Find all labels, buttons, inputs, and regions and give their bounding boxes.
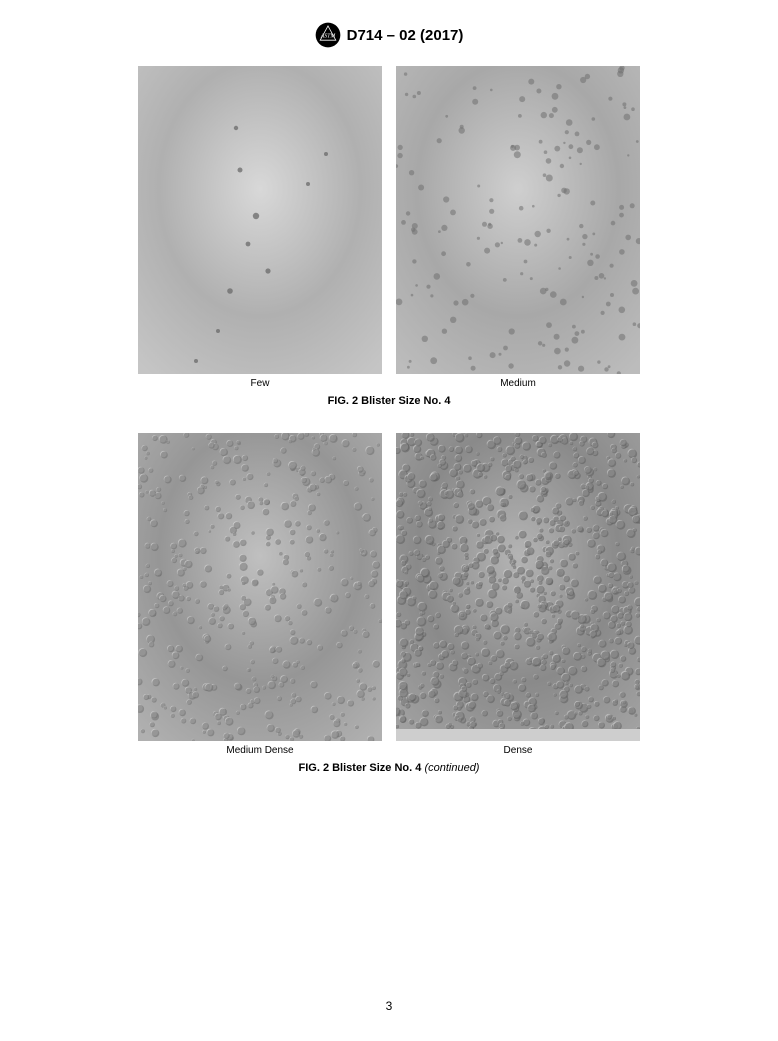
figure-group-1: Few Medium FIG. 2 Blister Size No. 4 — [0, 66, 778, 407]
panel-label: Medium Dense — [226, 745, 293, 756]
figure-caption-continued: FIG. 2 Blister Size No. 4 (continued) — [120, 762, 658, 774]
panel-few-cell: Few — [138, 66, 382, 389]
panel-dense-cell: Dense — [396, 433, 640, 756]
blister-panel-medium-dense — [138, 433, 382, 741]
figure-caption: FIG. 2 Blister Size No. 4 — [120, 395, 658, 407]
svg-text:ASTM: ASTM — [319, 34, 336, 40]
document-header: ASTM D714 – 02 (2017) — [0, 0, 778, 48]
panel-label: Medium — [500, 378, 536, 389]
panel-medium-cell: Medium — [396, 66, 640, 389]
panel-label: Few — [251, 378, 270, 389]
panel-label: Dense — [504, 745, 533, 756]
caption-suffix: (continued) — [424, 762, 479, 774]
astm-logo-icon: ASTM — [315, 22, 341, 48]
image-row: Few Medium — [120, 66, 658, 389]
image-row: Medium Dense Dense — [120, 433, 658, 756]
blister-panel-few — [138, 66, 382, 374]
panel-medium-dense-cell: Medium Dense — [138, 433, 382, 756]
document-title: D714 – 02 (2017) — [347, 27, 464, 44]
blister-panel-dense — [396, 433, 640, 741]
figure-group-2: Medium Dense Dense FIG. 2 Blister Size N… — [0, 433, 778, 774]
caption-main: FIG. 2 Blister Size No. 4 — [299, 762, 422, 774]
page-number: 3 — [0, 999, 778, 1013]
blister-panel-medium — [396, 66, 640, 374]
